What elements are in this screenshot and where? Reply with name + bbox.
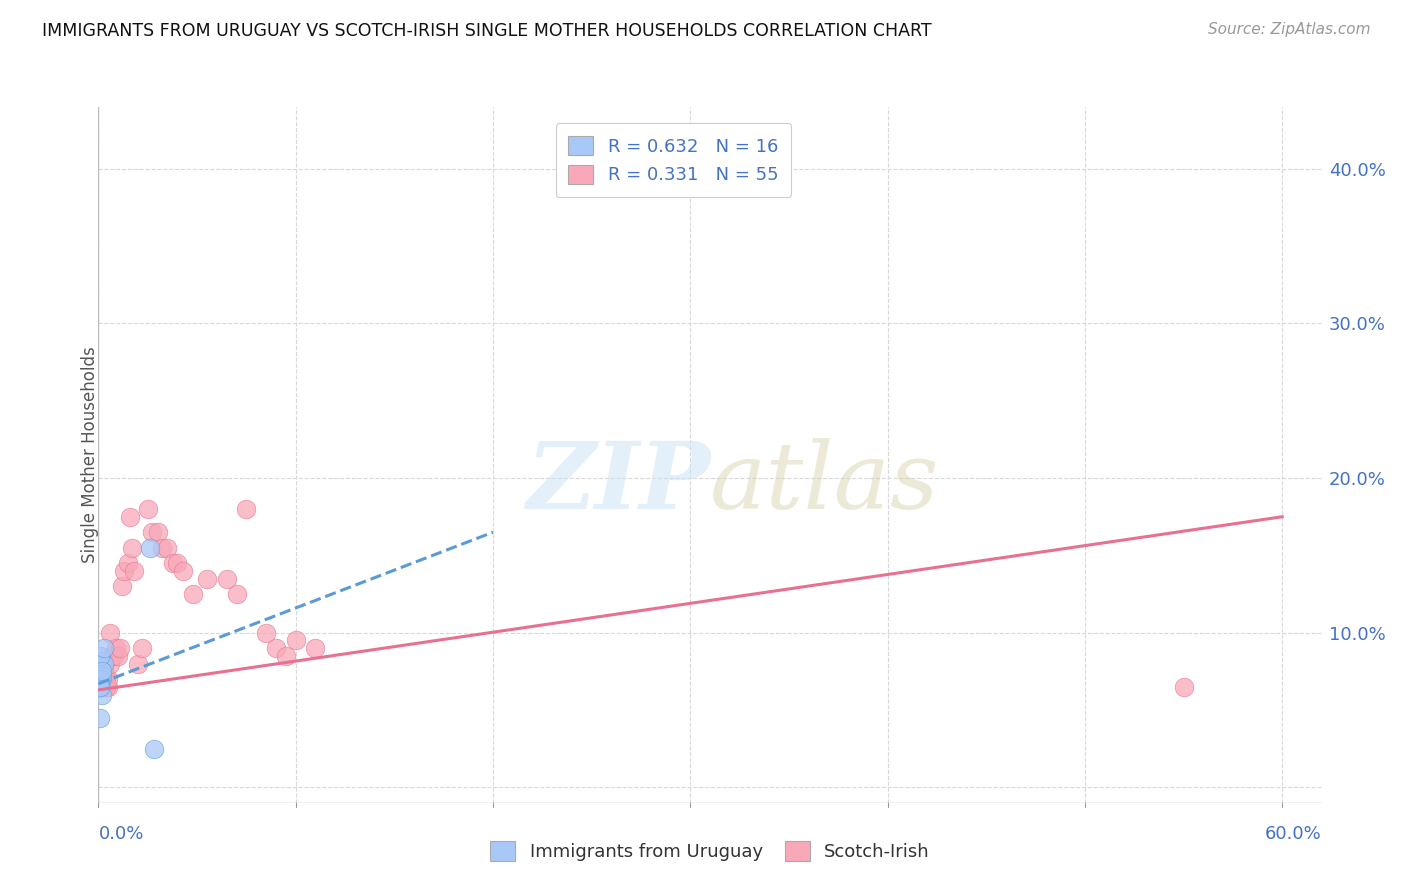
Point bbox=[172, 564, 194, 578]
Point bbox=[195, 572, 218, 586]
Point bbox=[89, 680, 111, 694]
Point bbox=[91, 680, 114, 694]
Point bbox=[91, 672, 114, 686]
Text: IMMIGRANTS FROM URUGUAY VS SCOTCH-IRISH SINGLE MOTHER HOUSEHOLDS CORRELATION CHA: IMMIGRANTS FROM URUGUAY VS SCOTCH-IRISH … bbox=[42, 22, 932, 40]
Point bbox=[225, 587, 247, 601]
Point bbox=[156, 541, 179, 555]
Point bbox=[235, 502, 257, 516]
Point bbox=[89, 665, 111, 679]
Point bbox=[131, 641, 153, 656]
Point bbox=[98, 657, 121, 671]
Point bbox=[93, 665, 115, 679]
Point bbox=[93, 672, 115, 686]
Point bbox=[141, 525, 163, 540]
Point bbox=[96, 672, 118, 686]
Point bbox=[89, 665, 111, 679]
Text: 0.0%: 0.0% bbox=[98, 825, 143, 843]
Point bbox=[89, 711, 111, 725]
Point bbox=[215, 572, 238, 586]
Legend: Immigrants from Uruguay, Scotch-Irish: Immigrants from Uruguay, Scotch-Irish bbox=[478, 829, 942, 874]
Point bbox=[91, 680, 114, 694]
Point bbox=[91, 654, 114, 668]
Point bbox=[254, 625, 277, 640]
Point bbox=[91, 680, 114, 694]
Point bbox=[93, 665, 115, 679]
Point bbox=[91, 665, 114, 679]
Text: ZIP: ZIP bbox=[526, 438, 710, 528]
Point bbox=[112, 564, 135, 578]
Point bbox=[304, 641, 326, 656]
Point bbox=[162, 556, 184, 570]
Point bbox=[89, 672, 111, 686]
Text: Source: ZipAtlas.com: Source: ZipAtlas.com bbox=[1208, 22, 1371, 37]
Point bbox=[89, 680, 111, 694]
Point bbox=[117, 556, 139, 570]
Point bbox=[97, 672, 120, 686]
Point bbox=[91, 657, 114, 671]
Text: 60.0%: 60.0% bbox=[1265, 825, 1322, 843]
Point bbox=[89, 648, 111, 663]
Point bbox=[274, 648, 297, 663]
Point bbox=[138, 541, 160, 555]
Point bbox=[89, 659, 111, 673]
Point bbox=[96, 672, 118, 686]
Point bbox=[118, 509, 141, 524]
Point bbox=[111, 579, 134, 593]
Point bbox=[107, 648, 129, 663]
Point bbox=[96, 680, 118, 694]
Y-axis label: Single Mother Households: Single Mother Households bbox=[82, 347, 98, 563]
Point bbox=[142, 741, 165, 756]
Point bbox=[93, 641, 115, 656]
Point bbox=[91, 680, 114, 694]
Point bbox=[166, 556, 188, 570]
Point bbox=[127, 657, 149, 671]
Point bbox=[101, 648, 124, 663]
Point bbox=[89, 672, 111, 686]
Text: atlas: atlas bbox=[710, 438, 939, 528]
Point bbox=[122, 564, 145, 578]
Point bbox=[93, 672, 115, 686]
Point bbox=[101, 648, 124, 663]
Point bbox=[264, 641, 287, 656]
Point bbox=[91, 672, 114, 686]
Point bbox=[150, 541, 173, 555]
Point bbox=[91, 688, 114, 702]
Point bbox=[136, 502, 159, 516]
Point bbox=[91, 675, 114, 690]
Point bbox=[284, 633, 307, 648]
Point bbox=[105, 641, 128, 656]
Point bbox=[108, 641, 131, 656]
Point bbox=[1173, 680, 1195, 694]
Point bbox=[97, 680, 120, 694]
Point bbox=[121, 541, 143, 555]
Point bbox=[91, 669, 114, 683]
Point bbox=[96, 680, 118, 694]
Point bbox=[93, 657, 115, 671]
Point bbox=[146, 525, 169, 540]
Point bbox=[181, 587, 204, 601]
Point bbox=[98, 625, 121, 640]
Point bbox=[89, 680, 111, 694]
Point bbox=[103, 648, 125, 663]
